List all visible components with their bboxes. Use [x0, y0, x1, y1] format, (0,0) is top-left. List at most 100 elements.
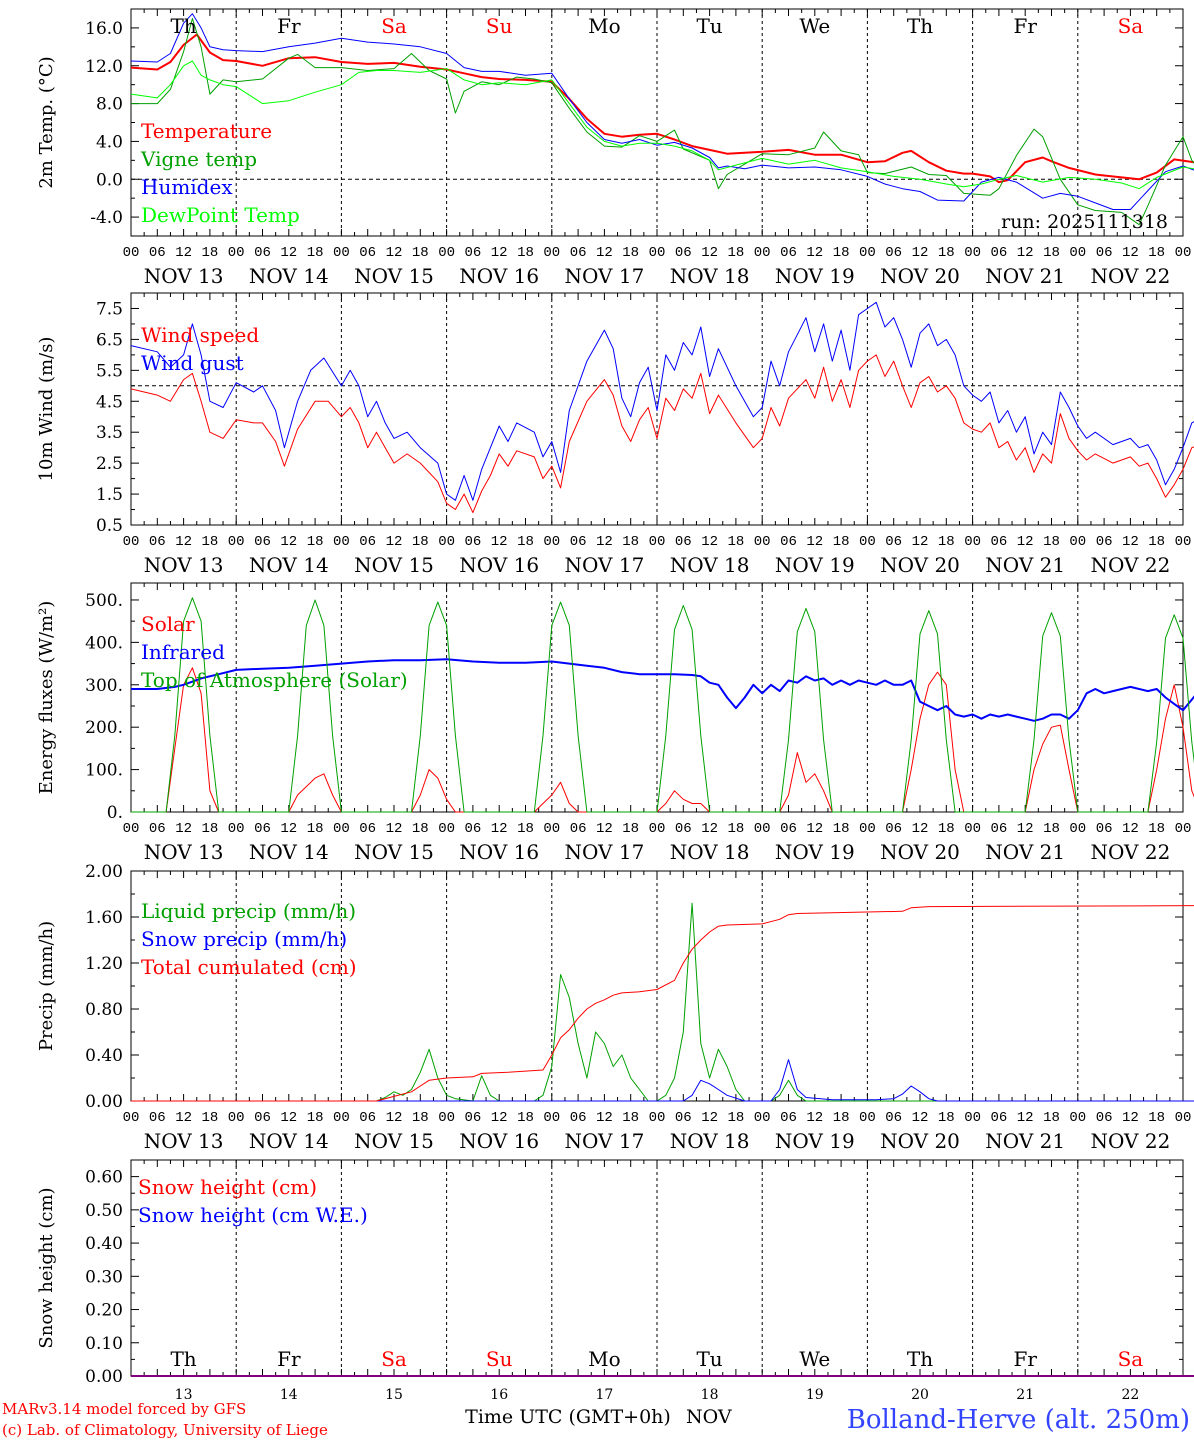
hour-tick-label: 06 [780, 245, 797, 261]
weekday-label: Sa [1118, 14, 1144, 38]
date-label: NOV 19 [775, 1129, 855, 1153]
hour-tick-label: 00 [754, 1110, 771, 1126]
hour-tick-label: 12 [596, 245, 613, 261]
weekday-label: Th [907, 14, 933, 38]
weekday-label: Tu [696, 1347, 722, 1371]
hour-tick-label: 18 [833, 821, 850, 837]
hour-tick-label: 06 [675, 1110, 692, 1126]
hour-tick-label: 18 [938, 1110, 955, 1126]
hour-tick-label: 12 [386, 1110, 403, 1126]
energy-legend-label: Infrared [141, 640, 225, 664]
hour-tick-label: 18 [412, 245, 429, 261]
date-label: NOV 19 [775, 840, 855, 864]
precip-legend-label: Snow precip (mm/h) [141, 927, 347, 951]
hour-tick-label: 18 [938, 245, 955, 261]
date-label: NOV 18 [670, 840, 750, 864]
hour-tick-label: 00 [964, 534, 981, 550]
date-label: NOV 18 [670, 264, 750, 288]
hour-tick-label: 00 [1069, 245, 1086, 261]
hour-tick-label: 18 [1043, 821, 1060, 837]
hour-tick-label: 06 [464, 534, 481, 550]
hour-tick-label: 12 [280, 245, 297, 261]
x-axis-title: Time UTC (GMT+0h) [465, 1406, 671, 1428]
hour-tick-label: 12 [912, 821, 929, 837]
snow-ytick-label: 0.30 [85, 1267, 123, 1287]
hour-tick-label: 18 [938, 821, 955, 837]
hour-tick-label: 12 [491, 534, 508, 550]
hour-tick-label: 00 [438, 821, 455, 837]
wind-ytick-label: 1.5 [96, 485, 123, 505]
hour-tick-label: 18 [833, 534, 850, 550]
date-label: NOV 20 [880, 553, 960, 577]
weekday-label: Fr [1013, 14, 1037, 38]
hour-tick-label: 18 [622, 534, 639, 550]
hour-tick-label: 06 [1096, 821, 1113, 837]
hour-tick-label: 00 [333, 1110, 350, 1126]
hour-tick-label: 00 [649, 1110, 666, 1126]
hour-tick-label: 18 [307, 821, 324, 837]
precip-legend-label: Liquid precip (mm/h) [141, 899, 356, 923]
date-label: NOV 14 [249, 264, 329, 288]
energy-legend-label: Solar [141, 612, 195, 636]
hour-tick-label: 06 [675, 821, 692, 837]
hour-tick-label: 18 [201, 1110, 218, 1126]
temp-ytick-label: 12.0 [85, 57, 123, 77]
precip-series-snow-precip-mm-h [131, 1059, 1194, 1102]
date-label: NOV 16 [459, 840, 539, 864]
hour-tick-label: 18 [1148, 245, 1165, 261]
hour-tick-label: 00 [333, 245, 350, 261]
temp-legend-label: DewPoint Temp [141, 203, 300, 227]
weekday-label: Fr [277, 14, 301, 38]
energy-ytick-label: 100. [85, 761, 123, 781]
hour-tick-label: 12 [596, 821, 613, 837]
hour-tick-label: 12 [1122, 534, 1139, 550]
wind-ytick-label: 7.5 [96, 299, 123, 319]
date-label: NOV 20 [880, 264, 960, 288]
hour-tick-label: 18 [517, 534, 534, 550]
hour-tick-label: 18 [622, 821, 639, 837]
hour-tick-label: 18 [201, 821, 218, 837]
hour-tick-label: 06 [149, 245, 166, 261]
credit-line-1: MARv3.14 model forced by GFS [2, 1400, 246, 1418]
hour-tick-label: 12 [386, 245, 403, 261]
temp-legend-label: Vigne temp [140, 147, 257, 171]
hour-tick-label: 06 [570, 245, 587, 261]
date-label: NOV 14 [249, 840, 329, 864]
temp-series-temperature [130, 33, 1194, 184]
temp-series-humidex [130, 13, 1194, 210]
hour-tick-label: 00 [859, 1110, 876, 1126]
day-number-label: 20 [911, 1387, 929, 1403]
hour-tick-label: 00 [543, 1110, 560, 1126]
date-label: NOV 13 [144, 553, 224, 577]
temp-ylabel: 2m Temp. (°C) [36, 56, 57, 188]
date-label: NOV 21 [985, 840, 1065, 864]
weekday-label: Sa [1118, 1347, 1144, 1371]
precip-ytick-label: 0.80 [85, 1000, 123, 1020]
precip-ytick-label: 0.40 [85, 1046, 123, 1066]
energy-ytick-label: 400. [85, 633, 123, 653]
hour-tick-label: 18 [938, 534, 955, 550]
hour-tick-label: 06 [885, 1110, 902, 1126]
hour-tick-label: 00 [964, 821, 981, 837]
hour-tick-label: 00 [859, 821, 876, 837]
hour-tick-label: 00 [1175, 1110, 1192, 1126]
hour-tick-label: 18 [727, 534, 744, 550]
day-number-label: 22 [1121, 1387, 1139, 1403]
hour-tick-label: 12 [1122, 245, 1139, 261]
date-label: NOV 15 [354, 1129, 434, 1153]
precip-ylabel: Precip (mm/h) [36, 921, 57, 1051]
date-label: NOV 17 [565, 264, 645, 288]
hour-tick-label: 00 [754, 534, 771, 550]
precip-series-liquid-precip-mm-h [131, 902, 1194, 1102]
weekday-label: Th [170, 14, 196, 38]
weekday-label: Th [170, 1347, 196, 1371]
hour-tick-label: 18 [1148, 821, 1165, 837]
weekday-label: Sa [381, 1347, 407, 1371]
hour-tick-label: 00 [228, 821, 245, 837]
weekday-label: Th [907, 1347, 933, 1371]
credit-line-2: (c) Lab. of Climatology, University of L… [2, 1421, 328, 1439]
hour-tick-label: 12 [596, 534, 613, 550]
day-number-label: 15 [385, 1387, 403, 1403]
hour-tick-label: 18 [201, 245, 218, 261]
